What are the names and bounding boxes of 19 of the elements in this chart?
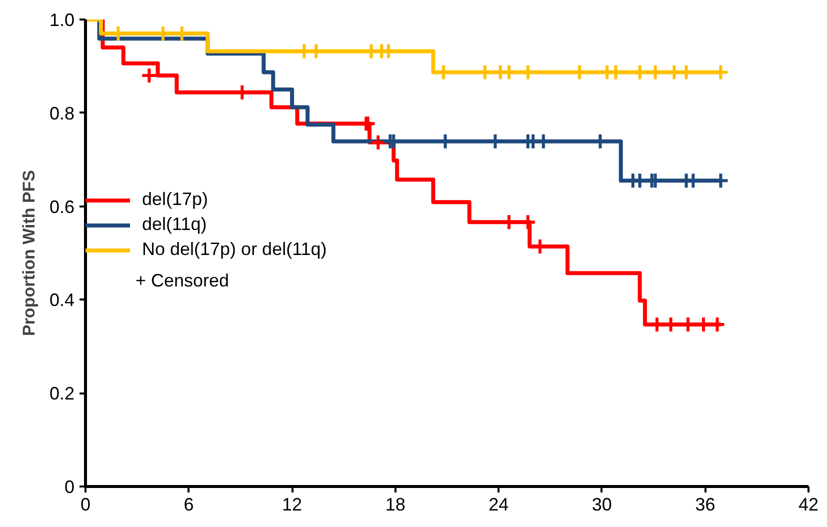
x-tick-label: 6 [184, 494, 194, 514]
legend-label: del(17p) [142, 189, 208, 210]
y-tick-label: 0.8 [49, 103, 75, 124]
legend-label: del(11q) [142, 214, 207, 235]
annotation: + Censored [136, 270, 230, 290]
x-tick-label: 36 [695, 494, 716, 514]
y-axis-title: Proportion With PFS [19, 170, 38, 336]
y-tick-label: 0 [64, 477, 75, 497]
y-tick-label: 1.0 [49, 10, 75, 30]
x-tick-label: 24 [488, 494, 509, 514]
x-tick-label: 30 [592, 494, 612, 514]
legend-label: No del(17p) or del(11q) [142, 239, 327, 260]
x-tick-label: 12 [282, 494, 302, 514]
y-tick-label: 0.6 [49, 196, 75, 217]
x-tick-label: 42 [798, 494, 819, 514]
y-tick-label: 0.2 [49, 384, 75, 404]
x-tick-label: 0 [80, 494, 91, 514]
x-tick-label: 18 [385, 494, 406, 514]
y-tick-label: 0.4 [49, 290, 75, 310]
